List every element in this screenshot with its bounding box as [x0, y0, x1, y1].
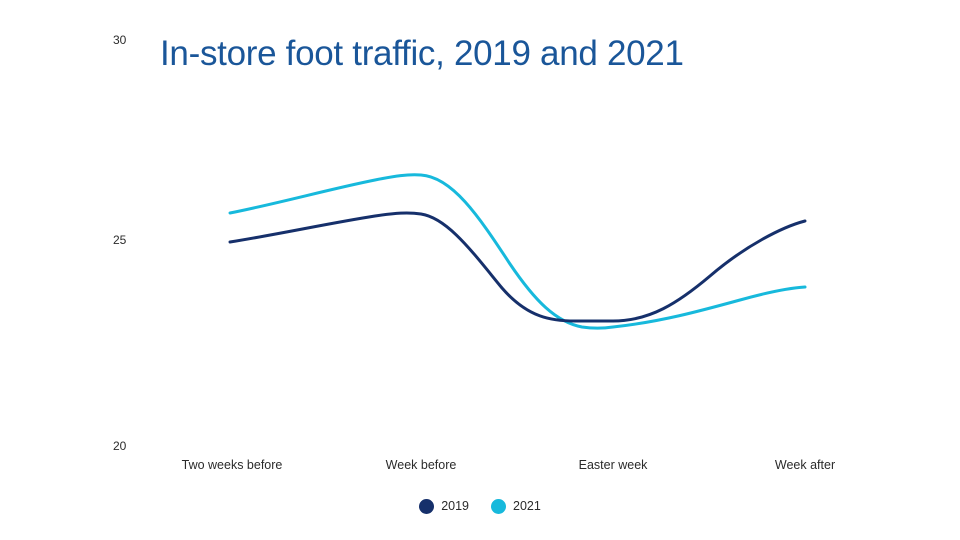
y-axis-tick-20: 20: [113, 439, 127, 453]
legend-label-2021: 2021: [513, 499, 541, 514]
page-title: In-store foot traffic, 2019 and 2021: [160, 34, 684, 73]
y-axis-tick-25: 25: [113, 233, 127, 247]
circle-marker-icon: [419, 499, 435, 514]
x-axis-tick-easter-week: Easter week: [578, 458, 648, 472]
x-axis-tick-week-before: Week before: [385, 458, 457, 472]
x-axis-tick-week-after: Week after: [774, 458, 836, 472]
circle-marker-icon: [491, 499, 506, 514]
chart-legend: 2019 2021: [0, 499, 960, 514]
series-line-2019: [228, 211, 807, 323]
legend-label-2019: 2019: [441, 499, 469, 514]
legend-item-2019[interactable]: 2019: [419, 499, 469, 514]
legend-item-2021[interactable]: 2021: [491, 499, 541, 514]
series-line-2021: [228, 173, 807, 330]
y-axis-tick-30: 30: [113, 33, 127, 47]
x-axis-tick-two-weeks-before: Two weeks before: [181, 458, 283, 472]
